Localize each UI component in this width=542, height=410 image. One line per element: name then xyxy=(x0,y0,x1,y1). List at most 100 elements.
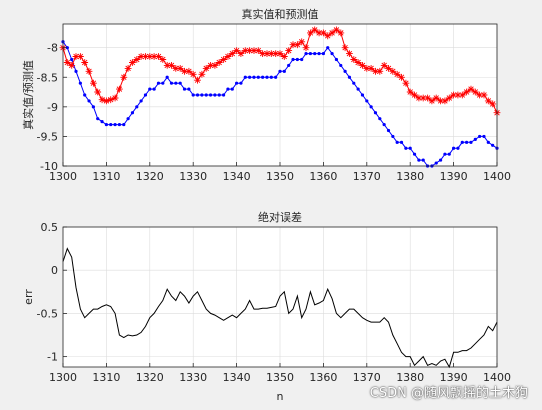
ax1-series-0-point xyxy=(269,75,273,79)
ax1-series-1-point xyxy=(445,94,453,102)
ax1-series-1-point xyxy=(146,53,154,60)
ax2-xtick-label: 1380 xyxy=(396,371,424,384)
ax1-series-0-point xyxy=(74,69,78,73)
ax1-series-1-point xyxy=(367,65,375,72)
ax2-ytick-label: -0.5 xyxy=(37,307,58,320)
ax1-series-1-point xyxy=(107,96,115,104)
ax1-series-0-point xyxy=(486,140,490,144)
ax1-series-1-point xyxy=(307,29,314,37)
ax1-series-1-point xyxy=(246,47,253,54)
ax1-series-0-point xyxy=(161,81,165,85)
ax1-series-0-point xyxy=(300,57,304,62)
bottom-chart: 1300 1310 1320 1330 1340 1350 1360 1370 1380 1390… xyxy=(22,210,511,403)
ax1-series-0-point xyxy=(473,137,477,141)
ax1-ytick-label: -8 xyxy=(47,42,58,55)
ax1-series-0-point xyxy=(65,46,69,50)
ax1-series-0-point xyxy=(295,57,299,62)
top-chart-ticks: 1300 1310 1320 1330 1340 1350 1360 1370 1380 1390… xyxy=(37,42,511,183)
ax1-series-0-point xyxy=(261,75,265,79)
ax1-series-0-point xyxy=(178,81,182,85)
ax1-series-0-point xyxy=(243,75,247,79)
ax1-series-1-point xyxy=(189,70,197,78)
ax1-series-0-point xyxy=(221,93,226,97)
ax2-xtick-label: 1310 xyxy=(92,371,120,384)
ax1-series-0-point xyxy=(274,75,278,79)
ax1-series-1-point xyxy=(116,85,123,93)
ax1-series-0-point xyxy=(291,57,295,62)
ax1-series-1-point xyxy=(471,88,479,96)
ax1-series-0-point xyxy=(317,51,321,56)
ax1-series-1-point xyxy=(72,53,80,60)
ax1-series-1-point xyxy=(137,53,145,60)
bottom-chart-ylabel: err xyxy=(22,289,35,305)
ax1-series-1-point xyxy=(185,67,193,75)
ax1-series-1-point xyxy=(328,29,336,37)
ax1-series-0-point xyxy=(126,117,130,121)
ax1-series-1-point xyxy=(454,91,462,99)
ax1-series-1-point xyxy=(202,65,210,72)
ax1-series-1-point xyxy=(411,91,418,99)
ax2-xtick-label: 1330 xyxy=(179,371,207,384)
ax1-series-0-point xyxy=(326,46,330,50)
ax1-series-0-point xyxy=(395,140,399,144)
bottom-chart-xlabel: n xyxy=(277,390,284,403)
ax2-ytick-label: 0 xyxy=(51,264,58,277)
ax1-series-1-point xyxy=(324,32,332,40)
ax1-series-0-point xyxy=(321,51,325,56)
ax1-series-1-point xyxy=(419,94,427,102)
ax1-series-0-point xyxy=(443,152,447,156)
ax1-series-0-point xyxy=(278,69,282,73)
ax1-series-1-point xyxy=(311,26,319,34)
ax1-series-1-point xyxy=(428,97,436,105)
ax1-series-0-point xyxy=(369,105,373,109)
ax1-series-1-point xyxy=(385,65,392,72)
ax1-series-1-point xyxy=(233,47,240,54)
ax1-series-0-point xyxy=(139,99,143,103)
ax1-series-0-point xyxy=(96,117,100,121)
ax1-series-0-point xyxy=(87,99,91,103)
ax1-series-1-point xyxy=(359,62,366,69)
bottom-chart-title: 绝对误差 xyxy=(258,210,302,224)
ax1-series-1-point xyxy=(129,59,136,66)
ax1-series-0-point xyxy=(182,87,187,91)
ax1-series-0-point xyxy=(265,75,269,79)
ax2-xtick-label: 1370 xyxy=(353,371,381,384)
ax1-series-1-point xyxy=(372,67,379,75)
ax1-series-0-point xyxy=(308,51,312,56)
ax1-series-1-point xyxy=(237,50,245,57)
ax1-series-1-point xyxy=(437,97,444,105)
ax1-series-0-point xyxy=(256,75,260,79)
ax1-ytick-label: -9 xyxy=(47,101,58,114)
watermark: CSDN @随风飘摇的土木狗 xyxy=(369,386,528,401)
ax1-series-1-point xyxy=(98,96,106,104)
ax1-series-1-point xyxy=(320,29,327,37)
ax1-series-1-point xyxy=(267,50,275,57)
ax1-series-1-point xyxy=(415,94,423,102)
ax1-series-0-point xyxy=(156,81,161,85)
ax1-series-1-point xyxy=(172,65,180,72)
ax1-series-1-point xyxy=(315,29,323,37)
ax1-series-0-point xyxy=(152,87,156,91)
ax1-series-0-point xyxy=(491,143,495,147)
ax1-series-1-point xyxy=(176,65,184,72)
ax1-series-0-point xyxy=(465,140,469,144)
ax1-series-0-point xyxy=(360,93,365,97)
ax1-series-0-point xyxy=(434,161,438,165)
ax1-series-1-point xyxy=(85,67,93,75)
top-chart: 1300 1310 1320 1330 1340 1350 1360 1370 1380 1390… xyxy=(21,7,511,183)
ax1-series-1-point xyxy=(181,67,188,75)
ax1-series-0-point xyxy=(378,117,382,121)
ax1-series-1-point xyxy=(341,44,349,52)
ax1-series-1-point xyxy=(441,97,449,105)
ax1-series-1-point xyxy=(81,59,89,66)
ax1-series-0-point xyxy=(165,75,169,79)
ax2-series-0-line xyxy=(62,247,498,369)
ax2-ytick-label: 0.5 xyxy=(41,221,59,234)
ax2-xtick-label: 1320 xyxy=(136,371,164,384)
ax1-series-0-point xyxy=(208,93,213,97)
ax1-series-1-point xyxy=(350,56,358,63)
ax1-series-1-point xyxy=(272,50,280,57)
ax2-xtick-label: 1360 xyxy=(309,371,337,384)
ax1-series-0-point xyxy=(334,57,339,62)
ax1-series-0-point xyxy=(313,51,317,56)
